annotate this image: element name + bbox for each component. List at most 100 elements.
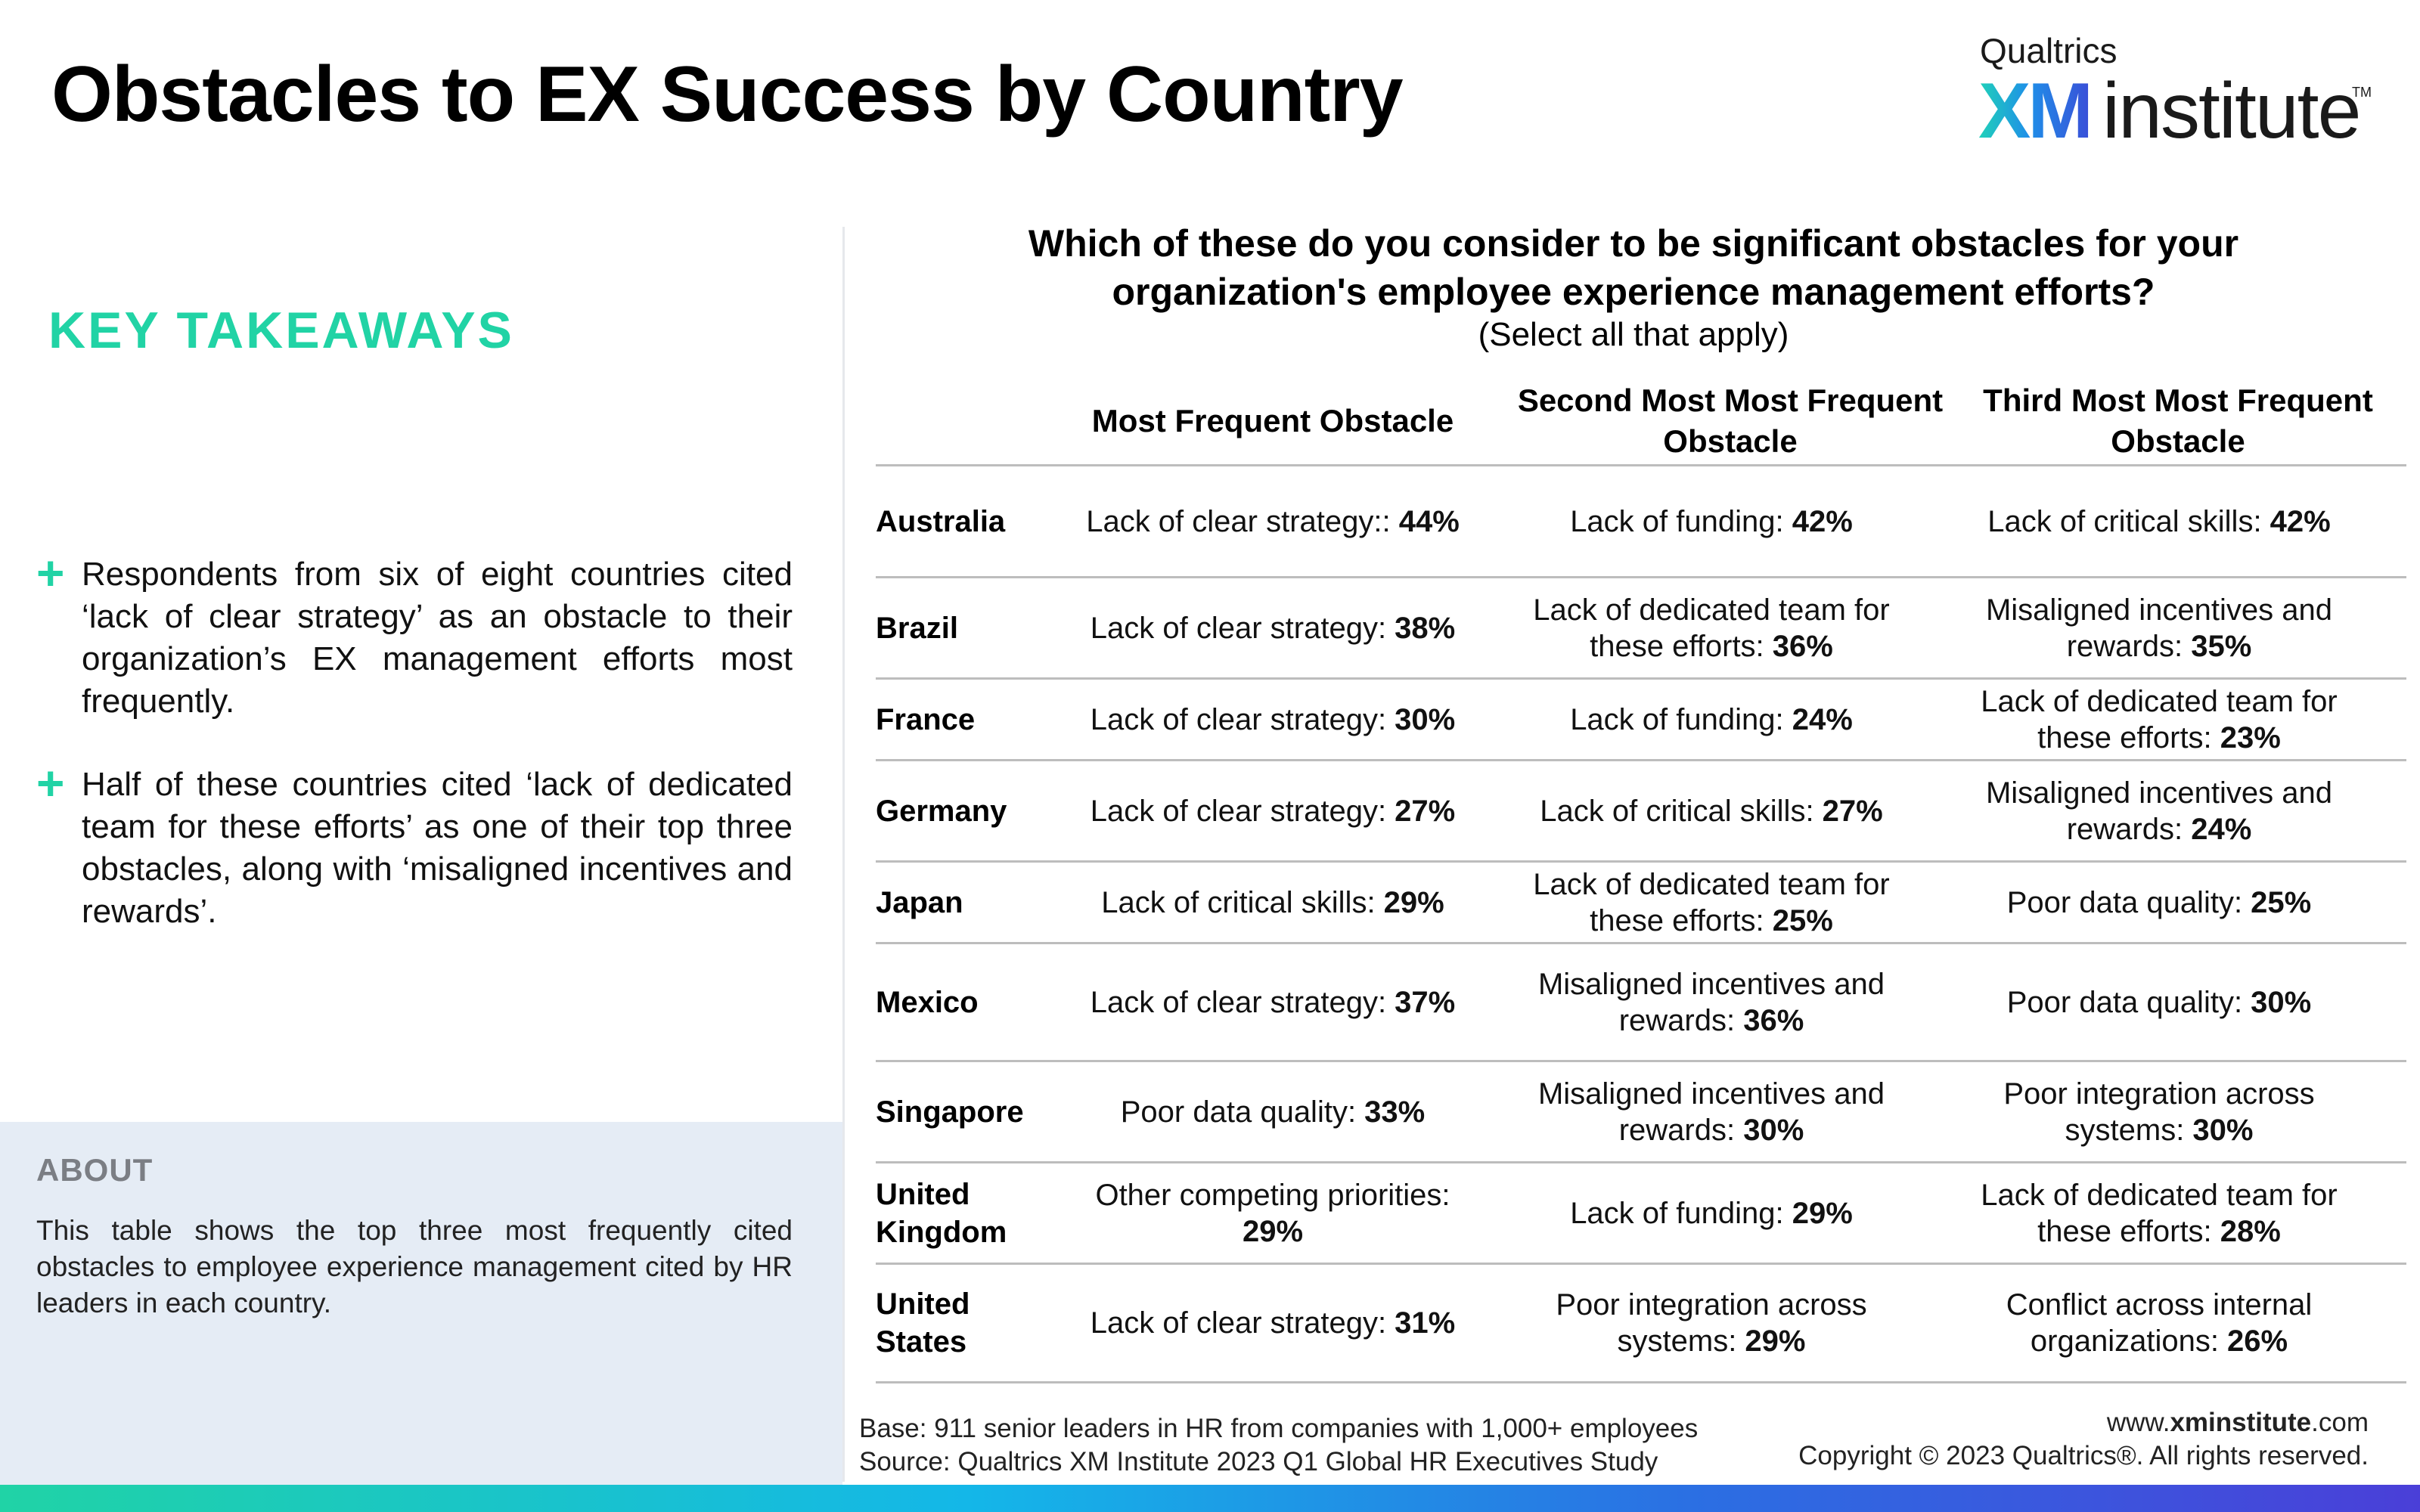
obstacle-text: Misaligned incentives and rewards: 30% <box>1503 1076 1919 1148</box>
obstacle-cell: Lack of dedicated team for these efforts… <box>1951 680 2367 759</box>
obstacle-text: Poor integration across systems: 30% <box>1951 1076 2367 1148</box>
table-row: Singapore Poor data quality: 33% Misaligne… <box>876 1060 2406 1161</box>
question-line-1: Which of these do you consider to be sig… <box>1028 222 2239 265</box>
obstacle-percent: 42% <box>2270 504 2331 538</box>
obstacle-label: Lack of clear strategy: <box>1090 1306 1395 1340</box>
obstacle-cell: Lack of critical skills: 27% <box>1503 761 1919 860</box>
country-label: Japan <box>876 885 963 919</box>
obstacle-percent: 38% <box>1395 611 1456 645</box>
survey-question: Which of these do you consider to be sig… <box>877 219 2390 316</box>
obstacle-label: Lack of clear strategy:: <box>1086 504 1399 538</box>
about-text: This table shows the top three most freq… <box>36 1215 793 1318</box>
obstacle-text: Poor integration across systems: 29% <box>1503 1287 1919 1359</box>
obstacle-label: Misaligned incentives and rewards: <box>1985 776 2333 846</box>
obstacle-text: Lack of funding: 42% <box>1570 503 1853 540</box>
obstacle-label: Lack of dedicated team for these efforts… <box>1981 1178 2338 1248</box>
obstacle-label: Lack of funding: <box>1570 1196 1792 1230</box>
obstacle-label: Conflict across internal organizations: <box>2006 1288 2313 1358</box>
obstacle-cell: Poor data quality: 25% <box>1951 863 2367 942</box>
obstacle-text: Lack of critical skills: 42% <box>1987 503 2330 540</box>
table-row: Japan Lack of critical skills: 29% Lack of… <box>876 860 2406 942</box>
obstacle-text: Lack of critical skills: 29% <box>1101 885 1444 921</box>
obstacle-cell: Lack of clear strategy: 37% <box>1065 944 1481 1060</box>
obstacle-text: Poor data quality: 25% <box>2007 885 2311 921</box>
takeaway-text: Half of these countries cited ‘lack of d… <box>82 766 793 930</box>
obstacle-label: Other competing priorities: <box>1095 1178 1450 1212</box>
obstacle-text: Poor data quality: 30% <box>2007 984 2311 1021</box>
obstacle-cell: Misaligned incentives and rewards: 30% <box>1503 1062 1919 1161</box>
obstacle-percent: 25% <box>1772 903 1833 937</box>
obstacle-percent: 25% <box>2251 885 2312 919</box>
obstacle-label: Poor data quality: <box>2006 885 2251 919</box>
obstacle-text: Lack of clear strategy: 27% <box>1091 793 1455 829</box>
obstacle-cell: Misaligned incentives and rewards: 35% <box>1951 578 2367 677</box>
obstacle-percent: 27% <box>1822 794 1883 828</box>
country-label: Singapore <box>876 1095 1024 1129</box>
table-row: France Lack of clear strategy: 30% Lack of… <box>876 677 2406 759</box>
about-heading: ABOUT <box>36 1152 154 1188</box>
obstacle-text: Lack of dedicated team for these efforts… <box>1503 592 1919 665</box>
footer-copyright: Copyright © 2023 Qualtrics®. All rights … <box>1798 1441 2369 1470</box>
obstacle-cell: Lack of clear strategy: 38% <box>1065 578 1481 677</box>
footer-left: Base: 911 senior leaders in HR from comp… <box>859 1412 1698 1479</box>
obstacle-label: Lack of critical skills: <box>1540 794 1823 828</box>
obstacle-cell: Poor integration across systems: 29% <box>1503 1265 1919 1381</box>
obstacle-label: Lack of funding: <box>1570 702 1792 736</box>
obstacle-label: Misaligned incentives and rewards: <box>1985 593 2333 663</box>
obstacle-percent: 36% <box>1772 629 1833 663</box>
obstacle-cell: Lack of dedicated team for these efforts… <box>1503 578 1919 677</box>
table-row: Australia Lack of clear strategy:: 44% Lac… <box>876 464 2406 576</box>
footer-url[interactable]: www.xminstitute.com <box>1798 1406 2369 1439</box>
obstacle-percent: 29% <box>1792 1196 1853 1230</box>
takeaway-text: Respondents from six of eight countries … <box>82 556 793 720</box>
obstacle-cell: Lack of clear strategy: 27% <box>1065 761 1481 860</box>
obstacle-cell: Lack of clear strategy: 31% <box>1065 1265 1481 1381</box>
table-row: Mexico Lack of clear strategy: 37% Misalig… <box>876 942 2406 1060</box>
obstacle-percent: 28% <box>2220 1214 2281 1248</box>
obstacle-text: Misaligned incentives and rewards: 36% <box>1503 966 1919 1039</box>
obstacle-cell: Lack of dedicated team for these efforts… <box>1503 863 1919 942</box>
obstacle-percent: 29% <box>1242 1214 1304 1248</box>
obstacle-percent: 30% <box>1743 1113 1804 1147</box>
obstacle-text: Poor data quality: 33% <box>1121 1094 1425 1130</box>
obstacle-percent: 31% <box>1395 1306 1456 1340</box>
footer-base: Base: 911 senior leaders in HR from comp… <box>859 1414 1699 1443</box>
obstacle-label: Lack of critical skills: <box>1987 504 2270 538</box>
obstacle-text: Misaligned incentives and rewards: 35% <box>1951 592 2367 665</box>
obstacle-cell: Poor integration across systems: 30% <box>1951 1062 2367 1161</box>
question-instruction: (Select all that apply) <box>1478 316 1789 353</box>
obstacle-percent: 27% <box>1395 794 1456 828</box>
table-row: United Kingdom Other competing priorities… <box>876 1161 2406 1263</box>
obstacle-text: Lack of dedicated team for these efforts… <box>1951 683 2367 756</box>
obstacles-table: Australia Lack of clear strategy:: 44% Lac… <box>876 464 2406 1383</box>
obstacle-text: Conflict across internal organizations: … <box>1951 1287 2367 1359</box>
logo-xm-text: XM <box>1978 67 2093 155</box>
obstacle-text: Lack of clear strategy: 38% <box>1091 610 1455 646</box>
obstacle-text: Lack of funding: 24% <box>1570 702 1853 738</box>
obstacle-text: Lack of funding: 29% <box>1570 1195 1853 1232</box>
plus-icon: + <box>36 546 65 600</box>
obstacle-text: Lack of clear strategy:: 44% <box>1086 503 1460 540</box>
obstacle-cell: Lack of funding: 24% <box>1503 680 1919 759</box>
obstacle-label: Misaligned incentives and rewards: <box>1537 1077 1885 1147</box>
obstacle-label: Lack of funding: <box>1570 504 1792 538</box>
obstacle-cell: Lack of funding: 42% <box>1503 466 1919 576</box>
obstacle-label: Lack of clear strategy: <box>1090 794 1395 828</box>
about-panel <box>0 1122 842 1485</box>
column-header-third: Third Most Most Frequent Obstacle <box>1983 383 2373 459</box>
footer-source: Source: Qualtrics XM Institute 2023 Q1 G… <box>859 1447 1658 1476</box>
obstacle-label: Poor data quality: <box>2006 985 2251 1019</box>
obstacle-cell: Poor data quality: 33% <box>1065 1062 1481 1161</box>
obstacle-label: Lack of clear strategy: <box>1090 702 1395 736</box>
obstacle-text: Other competing priorities: 29% <box>1065 1177 1481 1250</box>
obstacle-percent: 42% <box>1792 504 1853 538</box>
country-label: Mexico <box>876 985 979 1019</box>
table-row: Brazil Lack of clear strategy: 38% Lack of… <box>876 576 2406 677</box>
table-row: Germany Lack of clear strategy: 27% Lack o… <box>876 759 2406 860</box>
obstacle-percent: 26% <box>2227 1325 2288 1358</box>
obstacle-percent: 33% <box>1364 1095 1426 1129</box>
logo-institute-text: institute <box>2102 67 2361 155</box>
url-prefix: www. <box>2106 1408 2170 1437</box>
obstacle-cell: Lack of critical skills: 42% <box>1951 466 2367 576</box>
obstacle-percent: 29% <box>1383 885 1444 919</box>
